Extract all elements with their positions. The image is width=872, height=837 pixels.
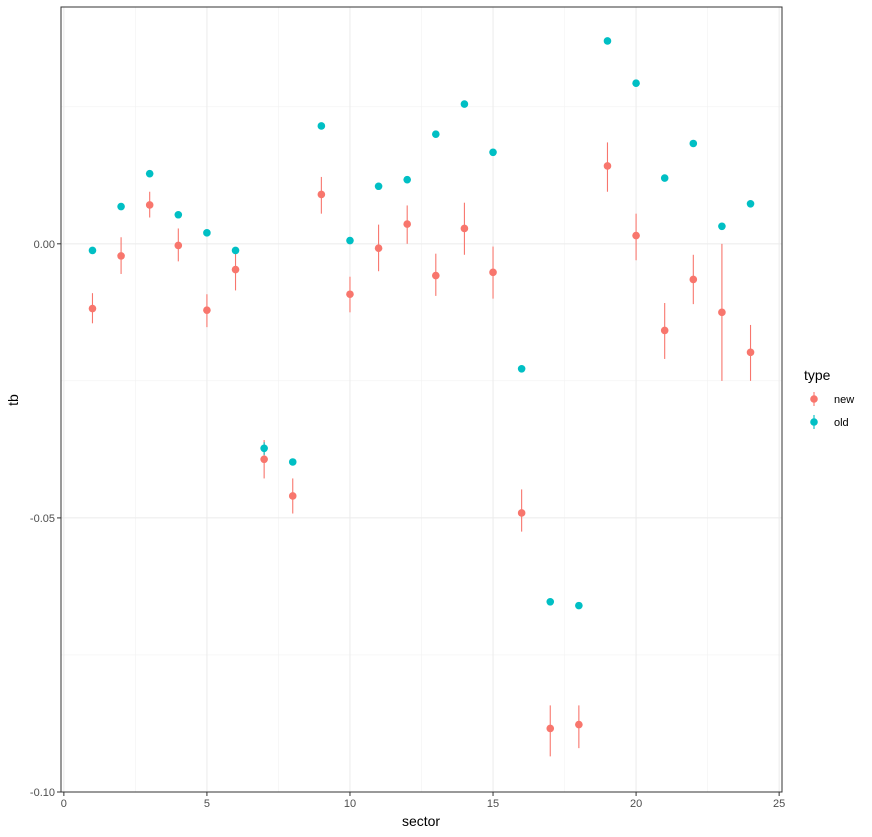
point-new <box>517 509 526 517</box>
point-old <box>432 130 440 138</box>
x-tick-label: 15 <box>487 798 499 810</box>
x-tick-label: 10 <box>344 798 356 810</box>
point-old <box>145 169 154 178</box>
point-old <box>689 139 698 148</box>
legend-title: type <box>804 367 831 383</box>
y-tick-label: -0.05 <box>30 513 55 525</box>
panel-border <box>60 6 783 793</box>
legend-label-new: new <box>834 394 854 406</box>
point-old <box>174 210 183 219</box>
minor-gridlines <box>61 7 782 792</box>
point-old <box>746 199 755 208</box>
legend-label-old: old <box>834 417 849 429</box>
point-new <box>746 348 755 357</box>
point-new <box>374 244 383 253</box>
point-new <box>174 241 183 250</box>
point-old <box>546 597 555 606</box>
y-tick-label: -0.10 <box>30 787 55 799</box>
series-new <box>88 142 755 757</box>
point-old <box>718 222 726 231</box>
point-old <box>603 37 612 45</box>
point-new <box>403 220 411 228</box>
x-tick-labels: 0 5 10 15 20 25 <box>61 798 785 810</box>
point-new <box>546 724 555 733</box>
point-old <box>317 122 326 130</box>
x-tick-label: 0 <box>61 798 67 810</box>
point-new <box>288 492 297 500</box>
series-old <box>88 37 755 610</box>
point-new <box>145 201 154 209</box>
point-new <box>317 190 326 199</box>
point-new <box>231 265 240 274</box>
point-old <box>575 601 583 610</box>
y-axis-title: tb <box>5 394 21 406</box>
point-new <box>460 224 469 233</box>
y-tick-label: 0.00 <box>34 239 55 251</box>
x-tick-label: 5 <box>204 798 210 810</box>
point-new <box>346 290 354 299</box>
point-new <box>203 306 211 314</box>
legend-key-point-new <box>810 395 818 403</box>
point-new <box>660 326 669 335</box>
point-old <box>260 444 268 453</box>
data-marks <box>88 37 755 757</box>
legend: type new old <box>804 367 854 429</box>
x-tick-label: 20 <box>630 798 642 810</box>
point-old <box>117 202 125 211</box>
point-old <box>88 246 97 255</box>
point-new <box>489 268 497 277</box>
point-old <box>403 175 411 184</box>
point-new <box>689 275 698 284</box>
point-new <box>432 271 440 280</box>
point-old <box>632 79 640 87</box>
point-old <box>346 236 354 245</box>
point-new <box>632 231 640 240</box>
y-tick-labels: 0.00 -0.05 -0.10 <box>30 239 55 799</box>
legend-keys: new old <box>810 392 854 429</box>
legend-key-point-old <box>810 418 818 426</box>
point-old <box>203 229 211 237</box>
x-axis-title: sector <box>402 813 440 829</box>
point-new <box>260 455 268 464</box>
point-old <box>374 182 383 191</box>
point-new <box>575 720 583 729</box>
point-old <box>460 100 469 108</box>
x-tick-label: 25 <box>773 798 785 810</box>
point-new <box>603 162 612 170</box>
point-old <box>288 458 297 466</box>
point-new <box>718 308 726 317</box>
point-old <box>517 365 526 373</box>
axis-ticks <box>57 243 780 796</box>
point-new <box>88 304 97 313</box>
point-old <box>489 148 497 157</box>
point-old <box>660 174 669 182</box>
point-new <box>117 252 125 260</box>
point-old <box>231 246 240 255</box>
